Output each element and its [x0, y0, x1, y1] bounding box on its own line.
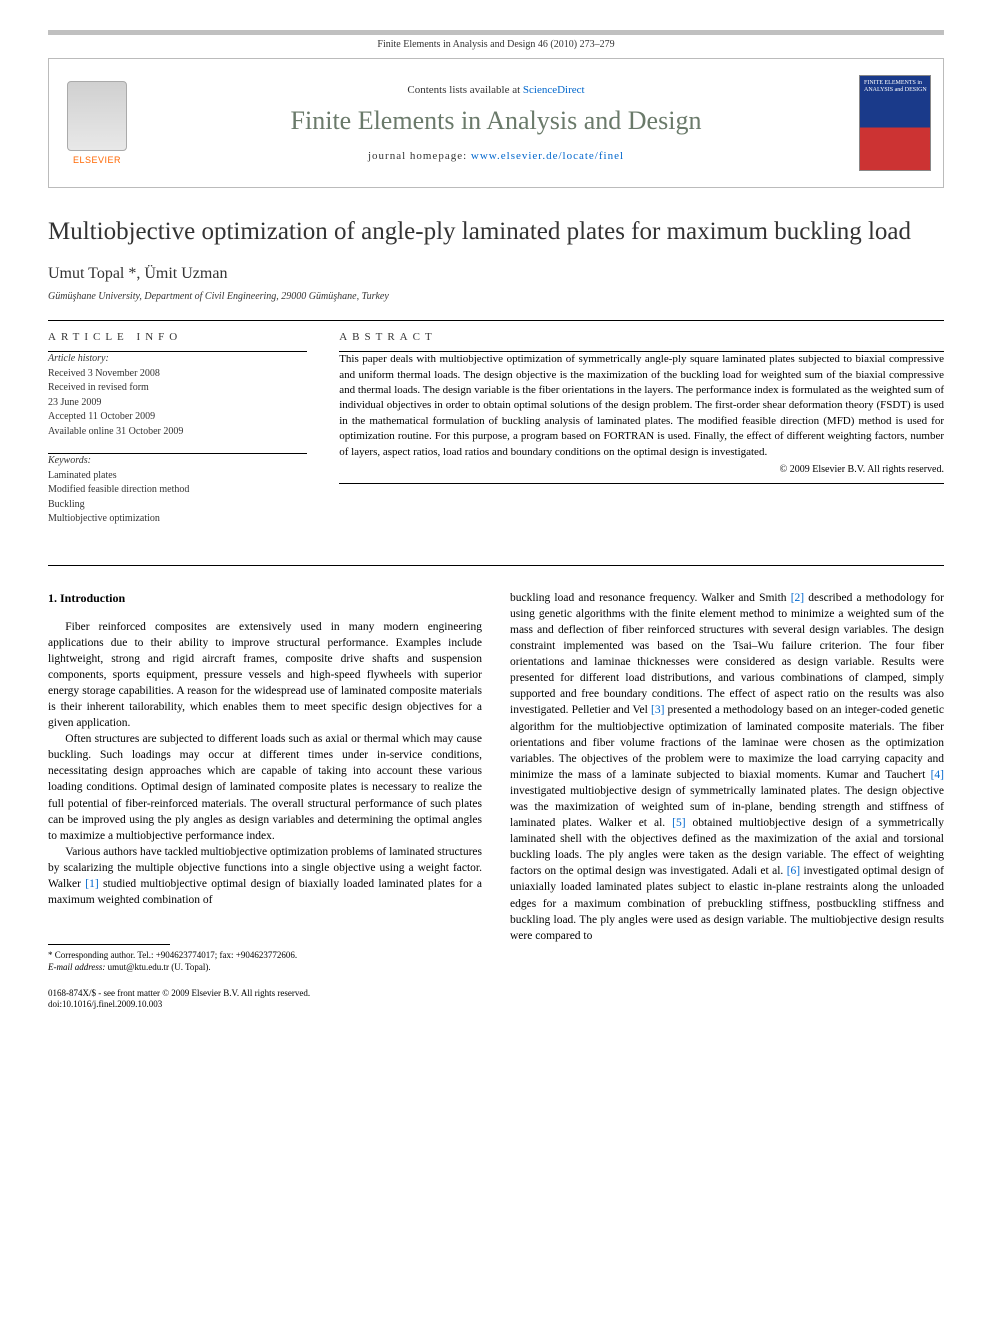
- cover-label: FINITE ELEMENTS in ANALYSIS and DESIGN: [864, 80, 930, 93]
- header-center: Contents lists available at ScienceDirec…: [133, 84, 859, 162]
- history-head: Article history:: [48, 352, 307, 367]
- article-title: Multiobjective optimization of angle-ply…: [48, 216, 944, 247]
- footer-block: 0168-874X/$ - see front matter © 2009 El…: [48, 988, 482, 1011]
- article-info-column: ARTICLE INFO Article history: Received 3…: [48, 331, 307, 541]
- keyword: Multiobjective optimization: [48, 512, 307, 527]
- elsevier-tree-icon: [67, 81, 127, 151]
- history-line: Received in revised form: [48, 381, 307, 396]
- sciencedirect-link[interactable]: ScienceDirect: [523, 84, 585, 96]
- abstract-text: This paper deals with multiobjective opt…: [339, 352, 944, 460]
- history-line: Received 3 November 2008: [48, 367, 307, 382]
- left-column: 1. Introduction Fiber reinforced composi…: [48, 590, 482, 1011]
- citation-link[interactable]: [4]: [931, 769, 944, 781]
- elsevier-text: ELSEVIER: [73, 155, 121, 165]
- footnote-line: * Corresponding author. Tel.: +904623774…: [48, 949, 482, 961]
- contents-line: Contents lists available at ScienceDirec…: [133, 84, 859, 96]
- journal-name: Finite Elements in Analysis and Design: [133, 106, 859, 136]
- journal-header-citation: Finite Elements in Analysis and Design 4…: [48, 30, 944, 50]
- keyword: Buckling: [48, 498, 307, 513]
- abstract-label: ABSTRACT: [339, 331, 944, 343]
- article-history: Article history: Received 3 November 200…: [48, 352, 307, 439]
- homepage-link[interactable]: www.elsevier.de/locate/finel: [471, 150, 624, 162]
- journal-cover-thumbnail: FINITE ELEMENTS in ANALYSIS and DESIGN: [859, 75, 931, 171]
- elsevier-logo: ELSEVIER: [61, 81, 133, 165]
- journal-header-box: ELSEVIER Contents lists available at Sci…: [48, 58, 944, 188]
- info-abstract-row: ARTICLE INFO Article history: Received 3…: [48, 331, 944, 541]
- divider: [339, 483, 944, 484]
- paragraph: Fiber reinforced composites are extensiv…: [48, 619, 482, 732]
- footer-line: 0168-874X/$ - see front matter © 2009 El…: [48, 988, 482, 1000]
- authors: Umut Topal *, Ümit Uzman: [48, 265, 944, 283]
- citation-link[interactable]: [3]: [651, 704, 664, 716]
- keyword: Laminated plates: [48, 469, 307, 484]
- affiliation: Gümüşhane University, Department of Civi…: [48, 291, 944, 302]
- abstract-column: ABSTRACT This paper deals with multiobje…: [339, 331, 944, 541]
- homepage-prefix: journal homepage:: [368, 150, 471, 162]
- footer-line: doi:10.1016/j.finel.2009.10.003: [48, 999, 482, 1011]
- divider: [48, 565, 944, 566]
- history-line: Available online 31 October 2009: [48, 425, 307, 440]
- corresponding-author-footnote: * Corresponding author. Tel.: +904623774…: [48, 949, 482, 973]
- right-column: buckling load and resonance frequency. W…: [510, 590, 944, 1011]
- history-line: 23 June 2009: [48, 396, 307, 411]
- contents-prefix: Contents lists available at: [407, 84, 522, 96]
- keywords-block: Keywords: Laminated plates Modified feas…: [48, 454, 307, 527]
- footnote-line: E-mail address: umut@ktu.edu.tr (U. Topa…: [48, 961, 482, 973]
- keyword: Modified feasible direction method: [48, 483, 307, 498]
- citation-link[interactable]: [1]: [85, 878, 98, 890]
- copyright: © 2009 Elsevier B.V. All rights reserved…: [339, 464, 944, 475]
- paragraph: buckling load and resonance frequency. W…: [510, 590, 944, 944]
- paragraph: Various authors have tackled multiobject…: [48, 844, 482, 908]
- history-line: Accepted 11 October 2009: [48, 410, 307, 425]
- keywords-head: Keywords:: [48, 454, 307, 469]
- paragraph: Often structures are subjected to differ…: [48, 731, 482, 844]
- homepage-line: journal homepage: www.elsevier.de/locate…: [133, 150, 859, 162]
- divider: [48, 320, 944, 321]
- footnote-divider: [48, 944, 170, 945]
- article-info-label: ARTICLE INFO: [48, 331, 307, 343]
- section-heading-introduction: 1. Introduction: [48, 590, 482, 607]
- citation-link[interactable]: [2]: [791, 592, 804, 604]
- body-columns: 1. Introduction Fiber reinforced composi…: [48, 590, 944, 1011]
- citation-link[interactable]: [5]: [672, 817, 685, 829]
- citation-link[interactable]: [6]: [787, 865, 800, 877]
